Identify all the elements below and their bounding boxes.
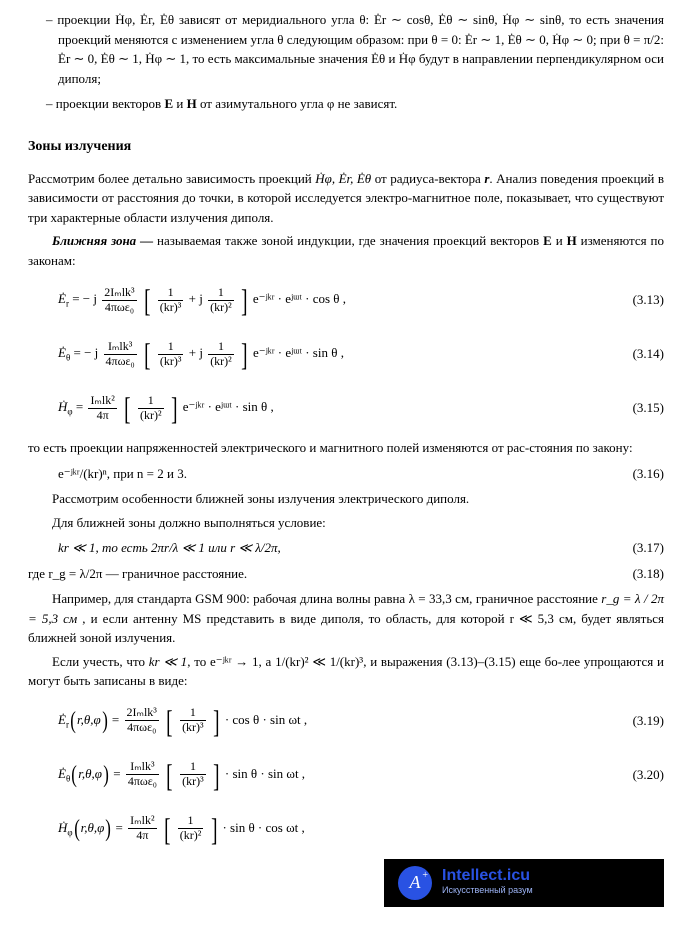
logo-title: Intellect.icu: [442, 868, 533, 884]
eq-num-3-13: (3.13): [621, 290, 664, 310]
eq-num-3-18: (3.18): [621, 564, 664, 584]
eq-num-3-15: (3.15): [621, 398, 664, 418]
eq-num-3-20: (3.20): [621, 765, 664, 785]
para-4: Рассмотрим особенности ближней зоны излу…: [28, 489, 664, 509]
bullet-2-pre: проекции векторов: [56, 96, 165, 111]
equation-3-13: Ėr = − j 2Iₘlk³4πωε₀ [ 1(kr)³ + j 1(kr)…: [58, 276, 664, 324]
logo-subtitle: Искусственный разум: [442, 884, 533, 897]
equation-3-18: где r_g = λ/2π — граничное расстояние. (…: [28, 564, 664, 584]
bullet-2-tail: от азимутального угла φ не зависят.: [197, 96, 398, 111]
bullet-1: проекции Ḣφ, Ėr, Ėθ зависят от мериди…: [46, 10, 664, 88]
eq-num-3-16: (3.16): [621, 464, 664, 484]
bullet-2: проекции векторов E и H от азимутального…: [46, 94, 664, 114]
equation-3-21: Ḣφ(r,θ,φ) = Iₘlk²4π [ 1(kr)² ] · sin θ …: [58, 805, 664, 853]
para-7: Если учесть, что kr ≪ 1, то e⁻ʲᵏʳ → 1, а…: [28, 652, 664, 691]
para-3: то есть проекции напряженностей электрич…: [28, 438, 664, 458]
eq-num-3-17: (3.17): [621, 538, 664, 558]
para-5: Для ближней зоны должно выполняться усло…: [28, 513, 664, 533]
para-2: Ближняя зона — называемая также зоной ин…: [28, 231, 664, 270]
equation-3-20: Ėθ(r,θ,φ) = Iₘlk³4πωε₀ [ 1(kr)³ ] · sin…: [58, 751, 664, 799]
bullet-2-eh: E: [164, 96, 173, 111]
watermark-bar: A + Intellect.icu Искусственный разум: [384, 859, 664, 907]
section-heading: Зоны излучения: [28, 136, 664, 157]
para-1: Рассмотрим более детально зависимость пр…: [28, 169, 664, 228]
logo-text: Intellect.icu Искусственный разум: [442, 868, 533, 897]
eq-num-3-19: (3.19): [621, 711, 664, 731]
equation-3-17: kr ≪ 1, то есть 2πr/λ ≪ 1 или r ≪ λ/2π, …: [58, 538, 664, 558]
equation-3-19: Ėr(r,θ,φ) = 2Iₘlk³4πωε₀ [ 1(kr)³ ] · co…: [58, 697, 664, 745]
equation-3-16: e⁻ʲᵏʳ/(kr)ⁿ, при n = 2 и 3. (3.16): [58, 464, 664, 484]
eq-num-3-14: (3.14): [621, 344, 664, 364]
equation-3-15: Ḣφ = Iₘlk²4π [ 1(kr)² ] e⁻ʲᵏʳ · eʲᵚᵗ · …: [58, 384, 664, 432]
logo-icon: A +: [398, 866, 432, 900]
equation-3-14: Ėθ = − j Iₘlk³4πωε₀ [ 1(kr)³ + j 1(kr)²…: [58, 330, 664, 378]
para-6: Например, для стандарта GSM 900: рабочая…: [28, 589, 664, 648]
